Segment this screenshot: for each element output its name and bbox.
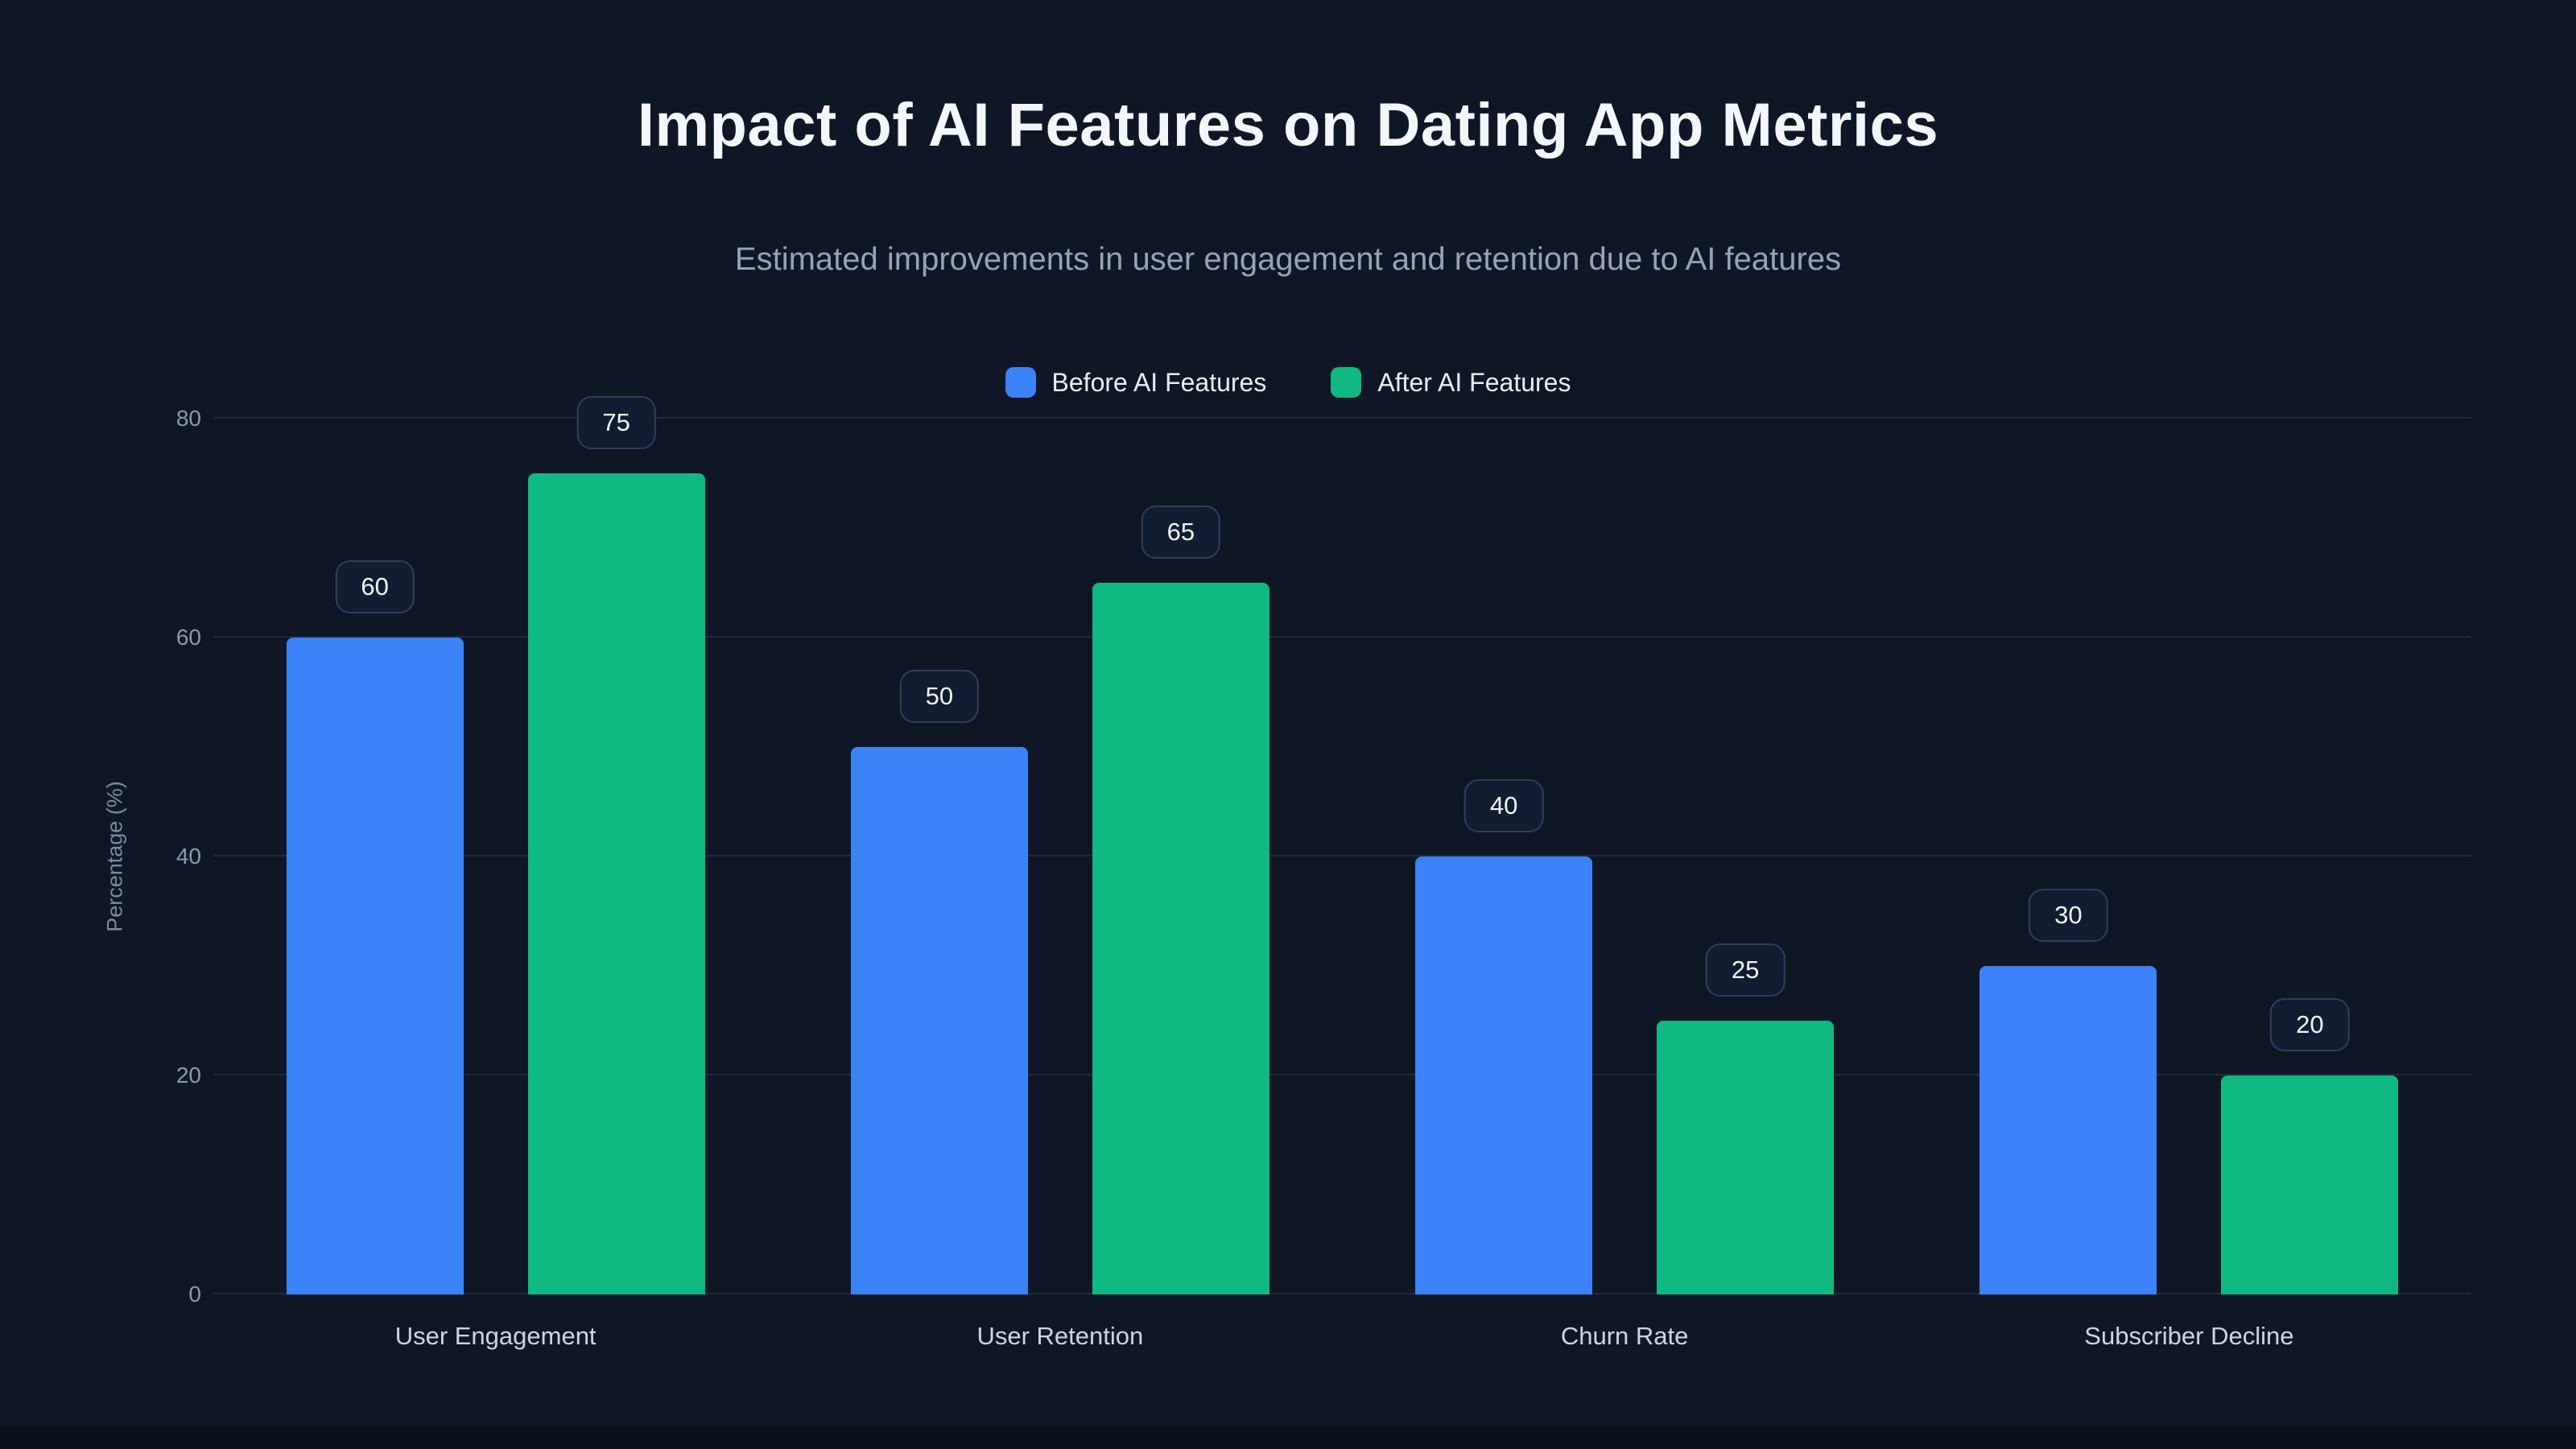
x-axis-category-label: User Retention (976, 1322, 1144, 1350)
legend-swatch-icon (1331, 367, 1362, 398)
gridline (213, 1074, 2471, 1075)
value-label: 20 (2270, 997, 2350, 1051)
bar (1415, 857, 1593, 1294)
y-tick-label: 80 (175, 406, 201, 431)
legend-item: After AI Features (1331, 367, 1571, 398)
bar-group: 60 75 (213, 395, 778, 1294)
bar-slot: 25 (1657, 419, 1835, 1294)
bar (1657, 1021, 1835, 1294)
y-tick-label: 40 (175, 844, 201, 869)
x-axis-category-label: User Engagement (394, 1322, 597, 1350)
bar (1979, 966, 2157, 1294)
value-label: 50 (899, 669, 980, 723)
bottom-edge (0, 1426, 2576, 1449)
bar (1092, 583, 1269, 1294)
bar-slot: 75 (527, 395, 705, 1294)
legend-swatch-icon (1005, 367, 1036, 398)
value-label: 65 (1141, 505, 1221, 559)
x-axis-labels: User Engagement User Retention Churn Rate S… (213, 1322, 2471, 1351)
value-label: 75 (576, 395, 656, 449)
bar (527, 473, 705, 1294)
legend-label: After AI Features (1377, 367, 1571, 397)
value-label: 30 (2029, 888, 2108, 942)
bar-slot: 65 (1092, 419, 1269, 1294)
bar (850, 747, 1028, 1294)
bar-groups: 60 75 50 65 40 25 30 20 (213, 395, 2471, 1294)
gridline (213, 855, 2471, 857)
y-tick-label: 20 (175, 1063, 201, 1088)
plot-area: 60 75 50 65 40 25 30 20 (213, 395, 2471, 1294)
legend-label: Before AI Features (1051, 367, 1267, 397)
bar-group: 50 65 (778, 419, 1342, 1294)
bar-slot: 30 (1979, 419, 2157, 1294)
y-ticks: 0 20 40 60 80 (121, 407, 201, 1306)
bar (2221, 1075, 2399, 1294)
bar-group: 30 20 (1907, 419, 2471, 1294)
gridline (213, 636, 2471, 638)
bar-slot: 20 (2221, 419, 2399, 1294)
value-label: 60 (335, 559, 415, 613)
x-axis-category-label: Churn Rate (1560, 1322, 1689, 1350)
legend-item: Before AI Features (1005, 367, 1267, 398)
chart-subtitle: Estimated improvements in user engagemen… (734, 242, 1842, 277)
value-label: 40 (1463, 778, 1544, 832)
chart-title: Impact of AI Features on Dating App Metr… (637, 91, 1939, 159)
bar (286, 638, 464, 1294)
bar-slot: 50 (850, 419, 1028, 1294)
gridline (213, 417, 2471, 419)
bar-group: 40 25 (1343, 419, 1907, 1294)
legend: Before AI Features After AI Features (0, 367, 2576, 398)
y-tick-label: 60 (175, 625, 201, 650)
y-tick-label: 0 (188, 1282, 201, 1307)
value-label: 25 (1705, 943, 1785, 997)
gridline (213, 1293, 2471, 1294)
bar-slot: 60 (286, 419, 464, 1294)
x-axis-category-label: Subscriber Decline (2084, 1322, 2294, 1350)
bar-slot: 40 (1415, 419, 1593, 1294)
